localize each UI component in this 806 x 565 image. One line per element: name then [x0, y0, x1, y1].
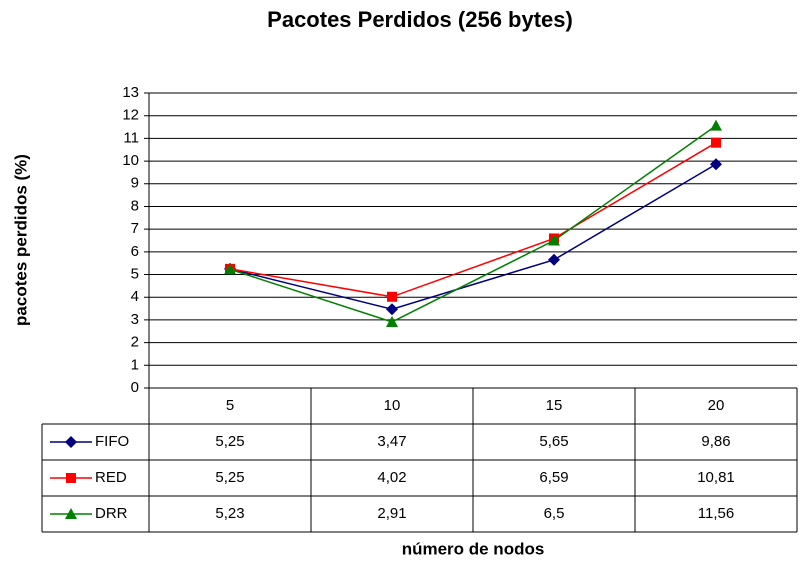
- table-cell: 5,25: [215, 433, 244, 450]
- table-cell: 3,47: [377, 433, 406, 450]
- marker: [710, 119, 722, 131]
- y-tick-label: 12: [122, 107, 139, 124]
- x-tick-label: 10: [384, 397, 401, 414]
- table-cell: 5,25: [215, 469, 244, 486]
- legend-label: FIFO: [95, 433, 129, 450]
- y-tick-label: 9: [131, 175, 139, 192]
- marker: [224, 263, 236, 275]
- marker: [710, 158, 722, 171]
- table-cell: 11,56: [698, 505, 734, 522]
- y-tick-label: 2: [131, 334, 139, 351]
- x-axis-label: número de nodos: [402, 539, 545, 558]
- table-cell: 9,86: [701, 433, 730, 450]
- y-tick-label: 6: [131, 243, 139, 260]
- y-axis-label: pacotes perdidos (%): [11, 154, 30, 326]
- y-tick-label: 1: [131, 356, 139, 373]
- y-tick-label: 8: [131, 197, 139, 214]
- legend-label: DRR: [95, 505, 128, 522]
- table-cell: 6,59: [539, 469, 568, 486]
- y-tick-label: 10: [122, 152, 139, 169]
- table-cell: 6,5: [544, 505, 565, 522]
- table-cell: 10,81: [697, 469, 735, 486]
- chart-title: Pacotes Perdidos (256 bytes): [267, 7, 573, 32]
- x-tick-label: 20: [708, 397, 725, 414]
- y-tick-label: 4: [131, 288, 139, 305]
- series-line: [229, 125, 717, 323]
- y-tick-label: 7: [131, 220, 139, 237]
- y-tick-label: 13: [122, 84, 139, 101]
- y-tick-label: 3: [131, 311, 139, 328]
- series-line: [229, 142, 717, 298]
- y-tick-label: 0: [131, 379, 139, 396]
- series-line: [229, 163, 717, 311]
- table-cell: 2,91: [377, 505, 406, 522]
- y-tick-label: 5: [131, 266, 139, 283]
- marker: [387, 291, 397, 302]
- marker: [66, 473, 76, 483]
- marker: [386, 315, 398, 327]
- marker: [65, 436, 77, 448]
- marker: [711, 137, 721, 148]
- x-tick-label: 5: [226, 397, 234, 414]
- marker: [548, 234, 560, 246]
- x-tick-label: 15: [546, 397, 563, 414]
- legend-label: RED: [95, 469, 127, 486]
- marker: [386, 303, 398, 316]
- marker: [65, 508, 77, 519]
- table-cell: 5,23: [215, 505, 244, 522]
- y-tick-label: 11: [123, 129, 139, 146]
- table-cell: 4,02: [377, 469, 406, 486]
- table-cell: 5,65: [539, 433, 568, 450]
- marker: [548, 253, 560, 266]
